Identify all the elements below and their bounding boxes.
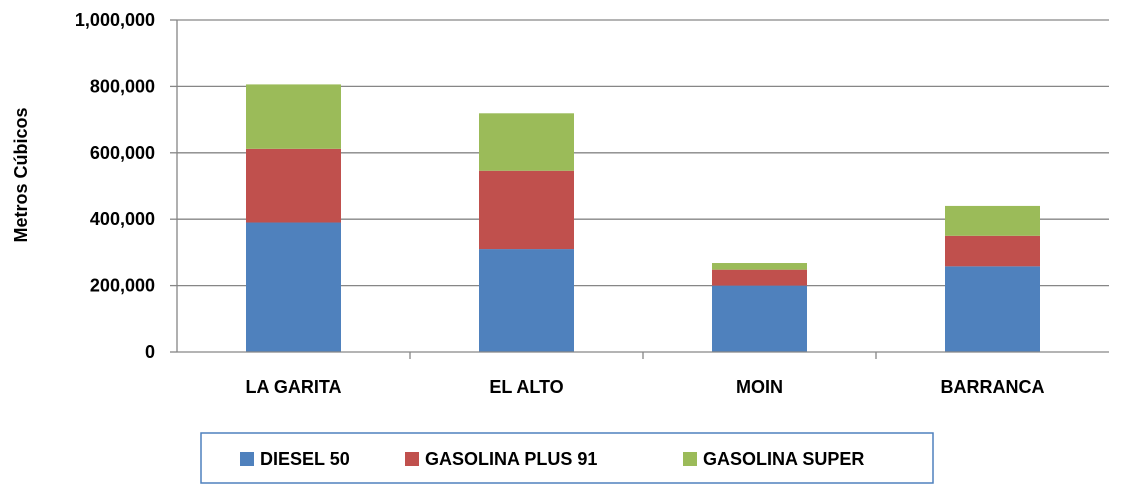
bar-segment [479, 170, 574, 250]
bar-segment [712, 269, 807, 286]
axes: 0 200,000 400,000 600,000 800,000 1,000,000 LA… [75, 10, 1109, 397]
bar-segment [246, 222, 341, 352]
y-tick-label: 600,000 [90, 143, 155, 163]
y-tick-label: 0 [145, 342, 155, 362]
x-tick-label: MOIN [736, 377, 783, 397]
legend-label: GASOLINA PLUS 91 [425, 449, 597, 469]
bar-segment [479, 113, 574, 171]
y-tick-label: 400,000 [90, 209, 155, 229]
y-tick-label: 1,000,000 [75, 10, 155, 30]
x-tick-label: BARRANCA [941, 377, 1045, 397]
legend-label: GASOLINA SUPER [703, 449, 864, 469]
y-tick-label: 200,000 [90, 276, 155, 296]
y-axis-title: Metros Cúbicos [11, 107, 31, 242]
bar-segment [479, 249, 574, 352]
x-tick-label: LA GARITA [246, 377, 342, 397]
bar-segment [246, 148, 341, 223]
legend-box [200, 432, 934, 484]
legend: DIESEL 50 GASOLINA PLUS 91 GASOLINA SUPER [200, 432, 934, 484]
legend-swatch [683, 452, 697, 466]
bar-segment [945, 205, 1040, 236]
bar-segment [945, 266, 1040, 352]
bar-segment [246, 84, 341, 149]
x-tick-label: EL ALTO [489, 377, 563, 397]
bars [246, 84, 1040, 352]
legend-label: DIESEL 50 [260, 449, 350, 469]
legend-swatch [240, 452, 254, 466]
y-tick-label: 800,000 [90, 76, 155, 96]
legend-swatch [405, 452, 419, 466]
bar-segment [712, 285, 807, 352]
bar-segment [945, 235, 1040, 267]
bar-segment [712, 263, 807, 270]
